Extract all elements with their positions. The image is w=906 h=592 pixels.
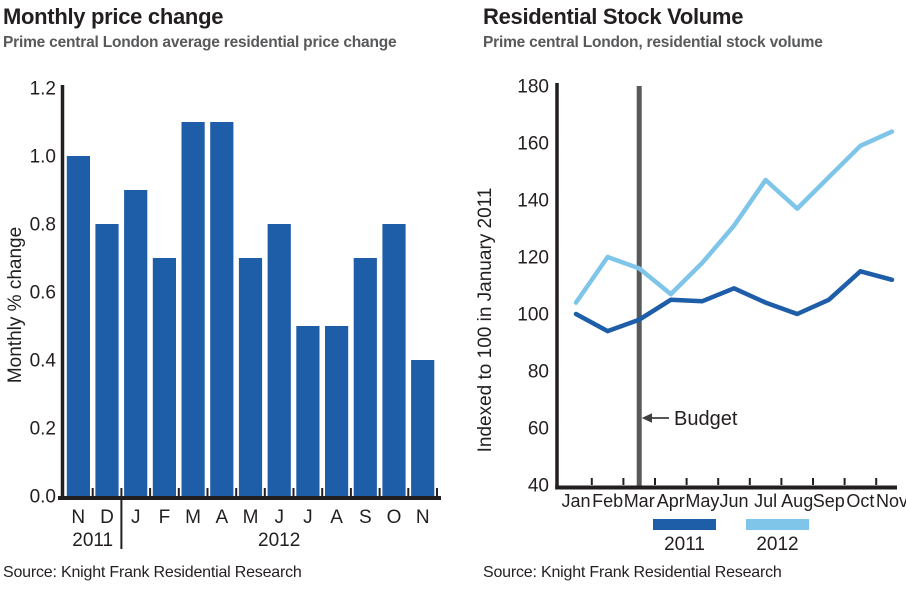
y-tick-label: 140 — [517, 191, 549, 212]
series-line-2012 — [573, 129, 895, 305]
y-tick-label: 1.2 — [30, 79, 56, 100]
x-tick-label: N — [71, 507, 85, 528]
bar — [382, 224, 406, 496]
y-axis-title: Monthly % change — [5, 227, 26, 383]
right-chart-header: Residential Stock Volume Prime central L… — [453, 3, 906, 52]
y-tick-label: 60 — [528, 419, 549, 440]
x-tick-label: M — [185, 507, 201, 528]
legend-label-2011: 2011 — [664, 534, 705, 555]
x-tick-label: Apr — [657, 491, 685, 511]
series-line-2011 — [573, 269, 895, 334]
y-axis-title: Indexed to 100 in January 2011 — [475, 188, 496, 453]
budget-annotation-label: Budget — [674, 408, 738, 430]
y-tick-label: 180 — [517, 77, 549, 98]
y-tick-label: 100 — [517, 305, 549, 326]
x-tick-label: A — [330, 507, 343, 528]
legend-label-2012: 2012 — [756, 534, 798, 555]
y-tick-label: 0.8 — [30, 215, 56, 236]
x-tick-label: Nov — [876, 491, 906, 511]
x-tick-label: N — [416, 507, 430, 528]
y-tick-label: 0.6 — [30, 283, 56, 304]
year-label: 2012 — [258, 530, 300, 551]
y-tick-label: 80 — [528, 362, 549, 383]
residential-stock-volume-panel: Residential Stock Volume Prime central L… — [453, 0, 906, 592]
left-chart-header: Monthly price change Prime central Londo… — [0, 3, 453, 52]
y-tick-label: 0.0 — [30, 487, 56, 508]
legend-swatch-2011 — [653, 519, 716, 530]
x-tick-label: Mar — [624, 491, 655, 511]
line-chart-svg: 180 160 140 120 100 80 60 40 Indexed to 100 in J… — [475, 77, 906, 556]
x-tick-label: Aug — [781, 491, 813, 511]
x-tick-label: Oct — [846, 491, 874, 511]
monthly-price-change-panel: Monthly price change Prime central Londo… — [0, 3, 453, 581]
x-tick-label: S — [359, 507, 372, 528]
right-chart-title: Residential Stock Volume — [483, 4, 744, 29]
x-tick-label: M — [243, 507, 259, 528]
x-tick-label: J — [131, 507, 141, 528]
bar — [210, 122, 234, 496]
bar — [238, 258, 263, 496]
bar — [296, 326, 320, 496]
budget-arrow-head — [641, 413, 652, 423]
y-tick-label: 0.2 — [30, 419, 56, 440]
bar — [152, 258, 176, 496]
x-tick-label: May — [685, 491, 719, 511]
left-chart-source: Source: Knight Frank Residential Researc… — [3, 564, 302, 581]
left-chart-title: Monthly price change — [3, 4, 224, 29]
x-tick-label: Jun — [719, 491, 748, 511]
bar — [181, 122, 205, 496]
bar — [95, 224, 119, 496]
x-tick-label: A — [215, 507, 228, 528]
residential-stock-volume-line-chart: 180 160 140 120 100 80 60 40 Indexed to 100 in J… — [453, 75, 906, 556]
x-tick-label: J — [274, 507, 284, 528]
x-tick-label: Sep — [813, 491, 845, 511]
x-tick-label: O — [387, 507, 402, 528]
y-tick-label: 160 — [517, 134, 549, 155]
bar — [267, 224, 291, 496]
right-chart-source: Source: Knight Frank Residential Researc… — [483, 564, 782, 581]
right-chart-subtitle: Prime central London, residential stock … — [483, 34, 823, 51]
y-tick-label: 120 — [517, 248, 549, 269]
legend-swatch-2012 — [746, 519, 809, 530]
bar — [66, 156, 90, 496]
year-label: 2011 — [72, 530, 113, 551]
bar — [124, 190, 148, 496]
x-tick-label: D — [100, 507, 114, 528]
y-tick-label: 1.0 — [30, 147, 56, 168]
x-tick-label: Feb — [592, 491, 623, 511]
y-tick-label: 0.4 — [30, 351, 57, 372]
left-chart-subtitle: Prime central London average residential… — [3, 34, 397, 51]
bar — [353, 258, 377, 496]
x-tick-label: J — [303, 507, 313, 528]
x-tick-label: Jan — [561, 491, 590, 511]
x-tick-label: F — [159, 507, 171, 528]
y-tick-label: 40 — [528, 476, 549, 497]
monthly-price-change-bar-chart: 0.0 0.2 0.4 0.6 0.8 1.0 1.2 Monthly % change N D J… — [0, 75, 453, 555]
x-tick-label: Jul — [754, 491, 777, 511]
bar — [411, 360, 435, 496]
bar — [325, 326, 349, 496]
